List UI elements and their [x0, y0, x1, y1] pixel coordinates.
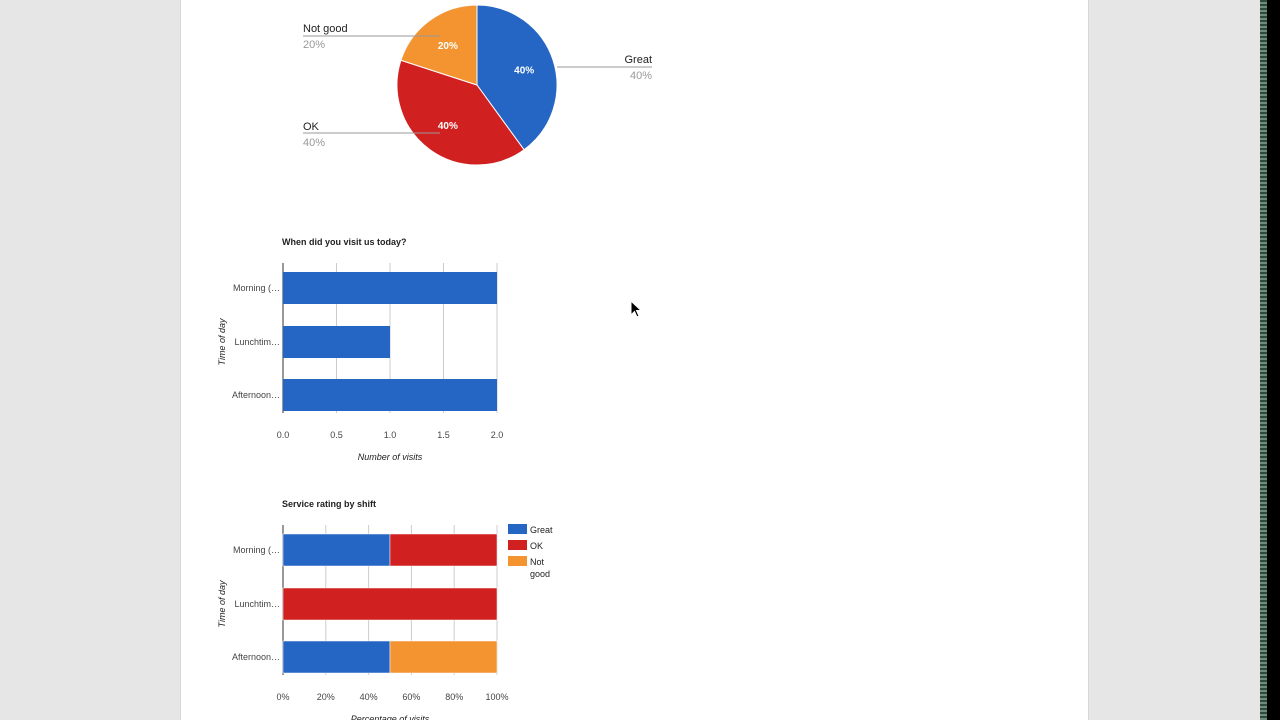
pie-legend-label: OK — [303, 121, 320, 133]
x-axis-label: Percentage of visits — [351, 714, 430, 720]
legend-swatch — [508, 556, 527, 566]
chart-title: Service rating by shift — [282, 499, 376, 509]
y-tick-label: Afternoon… — [232, 390, 280, 400]
x-tick-label: 100% — [485, 692, 508, 702]
x-tick-label: 1.0 — [384, 430, 397, 440]
pie-slice-not-good — [400, 4, 478, 86]
window-edge — [1260, 0, 1267, 720]
bar — [283, 272, 497, 304]
x-tick-label: 0.5 — [330, 430, 343, 440]
bar-segment-great — [282, 533, 391, 567]
pie-legend-label: Great — [624, 54, 652, 66]
x-tick-label: 0.0 — [277, 430, 290, 440]
x-tick-label: 2.0 — [491, 430, 504, 440]
pie-legend-value: 40% — [303, 137, 325, 149]
bar-segment-ok — [282, 587, 498, 621]
pie-slice-label: 20% — [438, 41, 458, 52]
pie-slice-label: 40% — [438, 121, 458, 132]
bar-segment-not-good — [389, 640, 498, 674]
pie-legend-value: 20% — [303, 39, 325, 51]
y-tick-label: Lunchtim… — [234, 337, 280, 347]
mouse-cursor-icon — [630, 300, 642, 318]
legend-swatch — [508, 540, 527, 550]
y-axis-label: Time of day — [217, 318, 227, 365]
legend-swatch — [508, 524, 527, 534]
pie-slice-great — [476, 4, 558, 151]
y-tick-label: Afternoon… — [232, 652, 280, 662]
x-tick-label: 80% — [445, 692, 463, 702]
screen-border — [1267, 0, 1280, 720]
legend-label: OK — [530, 541, 543, 551]
legend-label: good — [530, 569, 550, 579]
pie-slice-ok — [396, 59, 525, 166]
x-tick-label: 60% — [402, 692, 420, 702]
chart-title: When did you visit us today? — [282, 237, 407, 247]
bar-segment-ok — [389, 533, 498, 567]
bar — [283, 326, 390, 358]
x-tick-label: 1.5 — [437, 430, 450, 440]
pie-legend-label: Not good — [303, 23, 348, 35]
pie-legend-value: 40% — [630, 70, 652, 82]
legend-label: Not — [530, 557, 545, 567]
y-axis-label: Time of day — [217, 580, 227, 627]
x-tick-label: 20% — [317, 692, 335, 702]
legend-label: Great — [530, 525, 553, 535]
y-tick-label: Lunchtim… — [234, 599, 280, 609]
bar — [283, 379, 497, 411]
bar-segment-great — [282, 640, 391, 674]
x-axis-label: Number of visits — [358, 452, 423, 462]
y-tick-label: Morning (… — [233, 283, 280, 293]
y-tick-label: Morning (… — [233, 545, 280, 555]
x-tick-label: 0% — [276, 692, 289, 702]
pie-slice-label: 40% — [514, 66, 534, 77]
x-tick-label: 40% — [360, 692, 378, 702]
